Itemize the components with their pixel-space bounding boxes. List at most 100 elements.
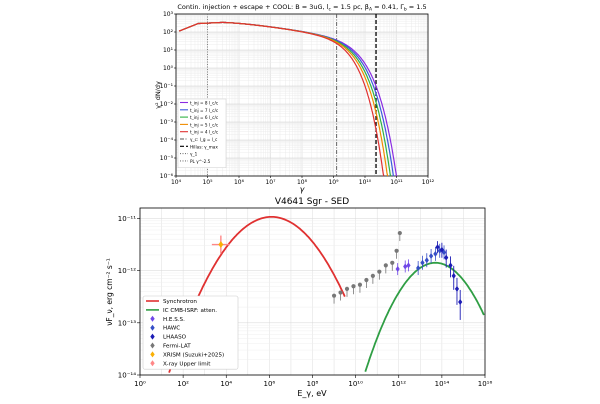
top-x-tick-label: 10⁹ bbox=[328, 179, 339, 186]
top-legend-label: Hillas: γ_max bbox=[190, 144, 218, 149]
top-y-tick-label: 10² bbox=[163, 29, 174, 36]
lhaaso-point bbox=[444, 254, 449, 261]
hawc-point bbox=[420, 259, 425, 266]
fermi-point bbox=[383, 263, 388, 268]
bottom-chart-title: V4641 Sgr - SED bbox=[275, 197, 349, 207]
bottom-x-label: E_γ, eV bbox=[297, 389, 327, 398]
fermi-point bbox=[364, 277, 369, 283]
top-legend-label: γ_1 bbox=[190, 152, 198, 157]
top-legend-box bbox=[177, 98, 227, 168]
bottom-x-tick-label: 10¹⁴ bbox=[435, 380, 450, 388]
bottom-legend-swatch bbox=[150, 315, 155, 322]
bottom-legend-label: IC CMB-ISRF: atten. bbox=[163, 308, 217, 314]
bottom-x-tick-label: 10⁶ bbox=[264, 380, 276, 388]
top-x-tick-label: 10⁷ bbox=[265, 179, 276, 186]
lhaaso-point bbox=[439, 246, 444, 253]
bottom-legend-swatch bbox=[150, 342, 155, 349]
hawc-point bbox=[433, 250, 438, 257]
lhaaso-point bbox=[454, 285, 460, 292]
bottom-legend-label: H.E.S.S. bbox=[163, 317, 185, 323]
bottom-legend-label: LHAASO bbox=[163, 335, 187, 341]
bottom-legend-swatch bbox=[150, 360, 155, 367]
bottom-chart: V4641 Sgr - SED 10⁰ 10² 10⁴ 10⁶ 10⁸ 10¹⁰ 10¹² 1… bbox=[105, 197, 492, 398]
bottom-legend-label: HAWC bbox=[163, 326, 180, 332]
bottom-legend-label: XRISM (Suzuki+2025) bbox=[163, 352, 224, 358]
top-legend-label: t_inj = 7 l_c/c bbox=[190, 108, 219, 113]
top-legend-label: PL γ^-2.5 bbox=[190, 159, 211, 164]
fermi-point bbox=[331, 293, 337, 298]
fermi-point bbox=[338, 290, 343, 295]
fermi-point bbox=[344, 286, 350, 291]
top-grid bbox=[175, 14, 428, 177]
top-y-tick-label: 10⁻⁴ bbox=[160, 137, 174, 144]
bottom-y-tick-label: 10⁻¹³ bbox=[118, 319, 136, 327]
top-x-tick-label: 10¹¹ bbox=[390, 179, 403, 186]
fermi-point bbox=[397, 230, 402, 236]
fermi-point bbox=[357, 282, 363, 287]
top-y-tick-label: 10¹ bbox=[163, 47, 174, 54]
top-x-tick-label: 10⁵ bbox=[202, 179, 213, 186]
bottom-x-tick-label: 10² bbox=[177, 380, 189, 388]
top-y-ticks: 10³ 10² 10¹ 10⁰ 10⁻¹ 10⁻² 10⁻³ 10⁻⁴ 10⁻⁵ 10⁻⁶ bbox=[160, 11, 176, 180]
top-y-tick-label: 10⁻⁵ bbox=[160, 155, 174, 162]
top-legend-label: t_inj = 5 l_c/c bbox=[190, 122, 219, 127]
top-legend-label: t_inj = 6 l_c/c bbox=[190, 115, 219, 120]
hawc-point bbox=[416, 265, 421, 272]
top-x-tick-label: 10⁸ bbox=[297, 179, 308, 186]
top-x-tick-label: 10⁶ bbox=[234, 179, 245, 186]
bottom-legend-label: X-ray Upper limit bbox=[163, 361, 211, 367]
bottom-x-tick-label: 10¹² bbox=[391, 380, 406, 388]
bottom-legend-label: Fermi-LAT bbox=[163, 344, 191, 350]
bottom-y-tick-label: 10⁻¹¹ bbox=[118, 215, 136, 223]
top-y-tick-label: 10⁻⁶ bbox=[160, 173, 174, 180]
bottom-y-tick-label: 10⁻¹⁴ bbox=[118, 372, 136, 380]
top-y-tick-label: 10³ bbox=[163, 11, 174, 18]
bottom-data-points bbox=[211, 230, 463, 320]
top-y-tick-label: 10⁻³ bbox=[160, 119, 174, 126]
top-legend-label: γ_c: l_g = l_c bbox=[190, 137, 218, 142]
lhaaso-point bbox=[458, 298, 463, 305]
hawc-point bbox=[428, 253, 434, 260]
top-series-line bbox=[178, 21, 385, 177]
top-x-tick-label: 10⁴ bbox=[171, 179, 182, 186]
hess-point bbox=[395, 266, 400, 273]
top-y-tick-label: 10⁻² bbox=[160, 101, 174, 108]
top-x-tick-label: 10¹² bbox=[422, 179, 435, 186]
bottom-legend-swatch bbox=[150, 351, 155, 358]
top-legend: t_inj = 8 l_c/c t_inj = 7 l_c/c t_inj = 6 … bbox=[177, 98, 227, 168]
bottom-x-tick-label: 10¹⁰ bbox=[348, 380, 363, 388]
fermi-point bbox=[394, 248, 399, 253]
hawc-point bbox=[424, 257, 429, 264]
bottom-legend-swatch bbox=[150, 324, 155, 331]
top-chart: Contin. injection + escape + COOL: B = 3… bbox=[154, 3, 435, 194]
top-x-ticks: 10⁴ 10⁵ 10⁶ 10⁷ 10⁸ 10⁹ 10¹⁰ 10¹¹ 10¹² bbox=[171, 176, 435, 186]
top-series bbox=[178, 21, 398, 177]
xrism-point bbox=[218, 241, 224, 249]
top-x-tick-label: 10¹⁰ bbox=[359, 179, 372, 186]
bottom-legend-label: Synchrotron bbox=[163, 299, 197, 305]
hess-point bbox=[403, 263, 408, 270]
fermi-point bbox=[390, 260, 395, 265]
top-y-tick-label: 10⁰ bbox=[163, 65, 174, 72]
top-x-label: γ bbox=[300, 185, 306, 194]
top-legend-label: t_inj = 4 l_c/c bbox=[190, 130, 219, 135]
top-legend-label: t_inj = 8 l_c/c bbox=[190, 101, 219, 106]
hess-point bbox=[406, 262, 411, 269]
bottom-y-tick-label: 10⁻¹² bbox=[118, 267, 136, 275]
bottom-x-tick-label: 10⁴ bbox=[220, 380, 232, 388]
lhaaso-point bbox=[435, 244, 440, 251]
bottom-legend-box bbox=[142, 295, 239, 370]
fermi-point bbox=[370, 273, 375, 278]
bottom-x-tick-label: 10⁰ bbox=[134, 380, 146, 388]
bottom-y-ticks: 10⁻¹¹ 10⁻¹² 10⁻¹³ 10⁻¹⁴ bbox=[118, 215, 140, 380]
bottom-x-tick-label: 10¹⁶ bbox=[478, 380, 493, 388]
bottom-legend-swatch bbox=[150, 333, 155, 340]
top-chart-title: Contin. injection + escape + COOL: B = 3… bbox=[177, 3, 426, 13]
bottom-x-tick-label: 10⁸ bbox=[307, 380, 319, 388]
top-y-tick-label: 10⁻¹ bbox=[160, 83, 174, 90]
top-y-label: γ² dN/dγ bbox=[154, 81, 162, 109]
ic-curve bbox=[364, 261, 485, 372]
lhaaso-point bbox=[448, 262, 453, 269]
bottom-legend: Synchrotron IC CMB-ISRF: atten. H.E.S.S. HA… bbox=[142, 295, 239, 370]
